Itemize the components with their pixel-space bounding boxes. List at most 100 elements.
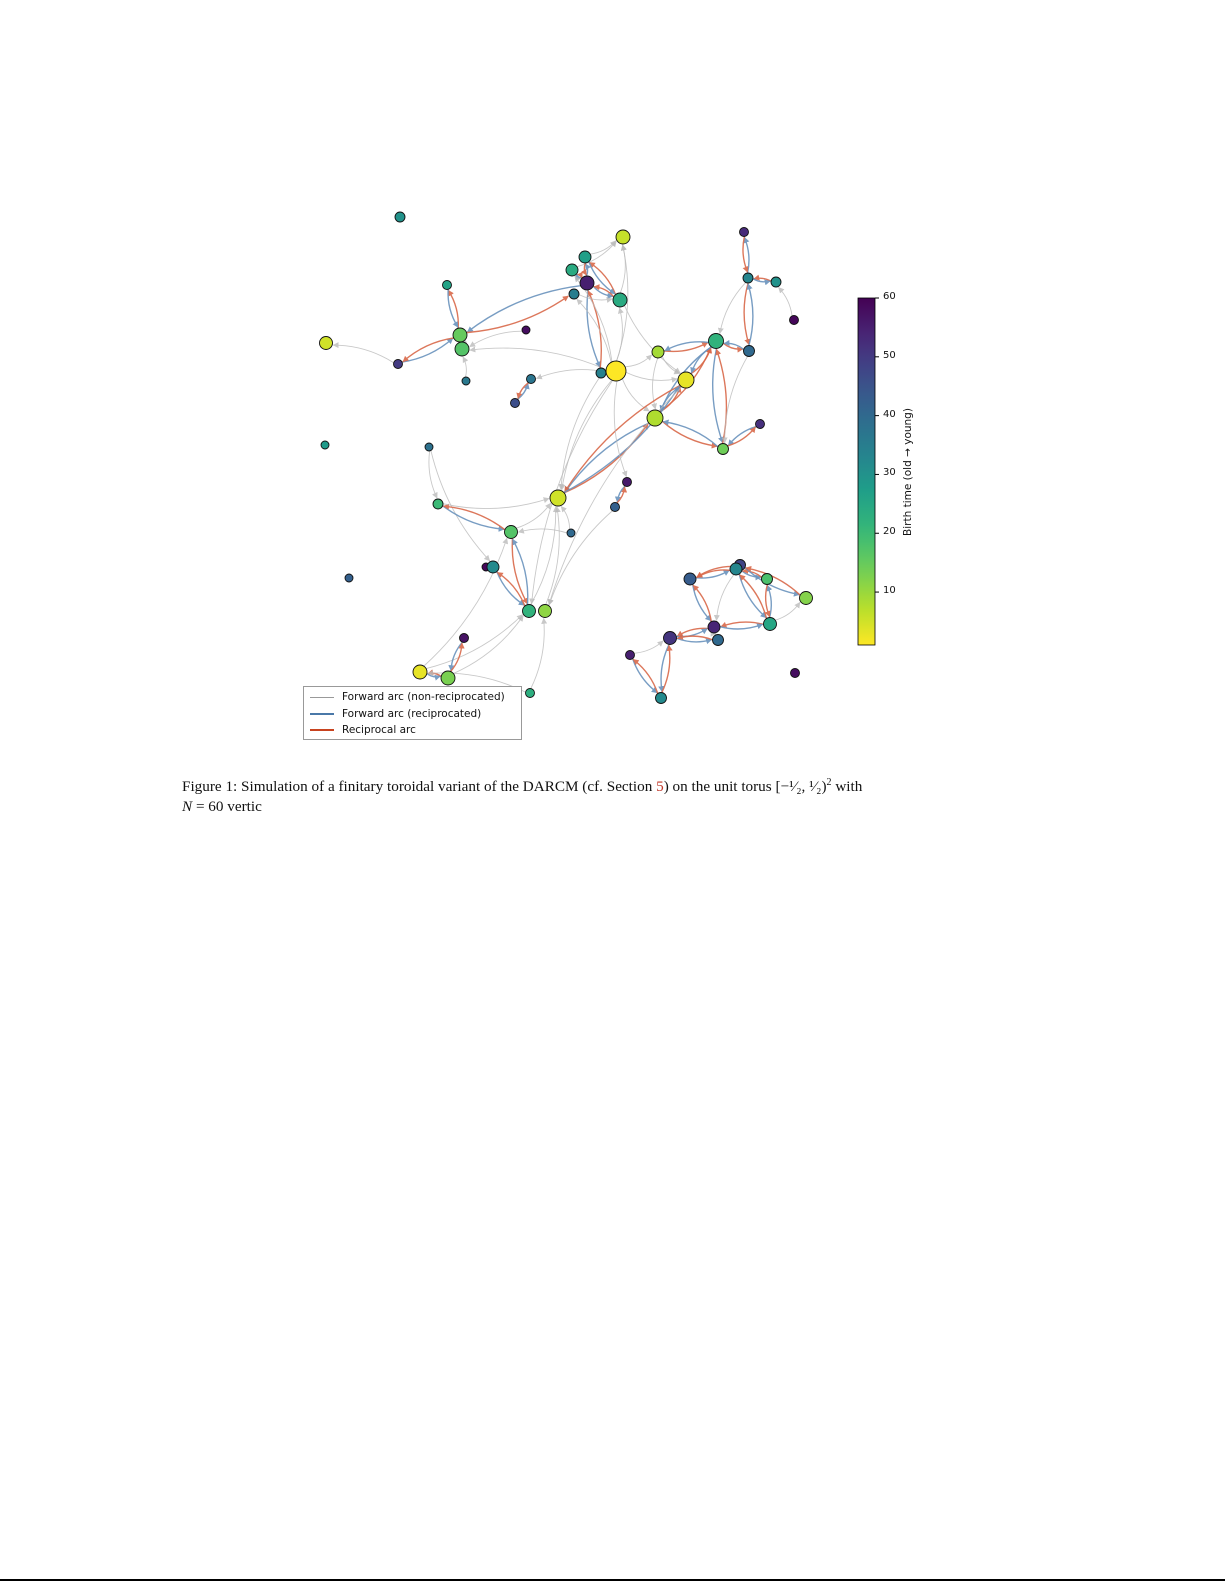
- vertex: [708, 333, 724, 349]
- edge-reciprocal: [715, 348, 728, 444]
- edge-forward-nonreciprocated: [651, 357, 659, 410]
- edge-forward-reciprocated: [695, 569, 730, 579]
- edge-reciprocal: [587, 290, 602, 369]
- legend: Forward arc (non-reciprocated) Forward a…: [303, 686, 522, 740]
- vertex: [683, 572, 697, 586]
- edge-reciprocal: [745, 565, 801, 596]
- colorbar-tick-label: 20: [883, 526, 896, 538]
- edge-forward-nonreciprocated: [462, 356, 469, 378]
- section-link[interactable]: 5: [656, 778, 664, 796]
- edge-reciprocal: [661, 644, 673, 693]
- edge-forward-reciprocated: [592, 285, 614, 299]
- edge-reciprocal: [663, 341, 709, 353]
- vertex: [770, 276, 782, 288]
- edge-reciprocal: [632, 658, 659, 694]
- edge-forward-nonreciprocated: [621, 378, 650, 412]
- vertex: [610, 502, 620, 512]
- caption-text: ) on the unit torus [−¹⁄₂, ¹⁄₂): [663, 778, 827, 796]
- edge-forward-nonreciprocated: [453, 615, 524, 674]
- edge-forward-nonreciprocated: [332, 342, 394, 364]
- edge-forward-nonreciprocated: [625, 354, 653, 368]
- edge-forward-reciprocated: [564, 422, 650, 493]
- edge-forward-nonreciprocated: [535, 369, 607, 380]
- vertex: [595, 367, 607, 379]
- vertex: [707, 620, 721, 634]
- vertex: [743, 345, 755, 357]
- vertex: [729, 562, 743, 576]
- vertex: [605, 360, 627, 382]
- edge-forward-reciprocated: [586, 289, 601, 368]
- edge-forward-reciprocated: [442, 505, 505, 532]
- vertex: [646, 409, 664, 427]
- edge-forward-nonreciprocated: [721, 356, 748, 444]
- edge-forward-reciprocated: [631, 658, 658, 694]
- edge-forward-nonreciprocated: [616, 307, 624, 362]
- legend-swatch-gray: [310, 696, 334, 698]
- edge-forward-reciprocated: [664, 341, 709, 352]
- vertex: [320, 440, 330, 450]
- edge-reciprocal: [692, 584, 713, 622]
- vertex: [486, 560, 500, 574]
- page-bottom-rule: [0, 1579, 1225, 1581]
- vertex: [651, 345, 665, 359]
- edges-layer: [332, 236, 801, 694]
- colorbar-tick-label: 50: [883, 349, 896, 361]
- edge-reciprocal: [727, 426, 756, 447]
- vertex: [424, 442, 434, 452]
- edge-forward-nonreciprocated: [430, 450, 491, 562]
- edge-forward-nonreciprocated: [425, 614, 523, 670]
- caption-text: Figure 1: Simulation of a finitary toroi…: [182, 778, 657, 796]
- edge-reciprocal: [466, 295, 569, 334]
- caption-text: with: [831, 778, 863, 796]
- edge-reciprocal: [443, 503, 506, 531]
- legend-item-forward-nonreciprocated: Forward arc (non-reciprocated): [304, 689, 521, 706]
- vertex: [412, 664, 428, 680]
- vertex: [755, 419, 765, 429]
- edge-forward-reciprocated: [676, 637, 713, 645]
- vertex: [663, 631, 677, 645]
- edge-forward-nonreciprocated: [516, 502, 552, 529]
- edge-forward-nonreciprocated: [576, 298, 612, 363]
- edge-forward-nonreciprocated: [545, 506, 561, 605]
- vertex: [525, 688, 535, 698]
- edge-reciprocal: [742, 236, 749, 273]
- edge-forward-reciprocated: [723, 339, 745, 350]
- edge-forward-nonreciprocated: [560, 505, 571, 530]
- edge-reciprocal: [676, 633, 713, 641]
- edge-forward-nonreciprocated: [634, 640, 664, 654]
- vertex: [522, 604, 536, 618]
- vertex: [538, 604, 552, 618]
- edge-forward-nonreciprocated: [778, 286, 793, 316]
- edge-forward-nonreciprocated: [613, 380, 628, 478]
- edge-reciprocal: [661, 420, 718, 449]
- legend-swatch-blue: [310, 712, 334, 715]
- vertex: [622, 477, 632, 487]
- legend-swatch-red: [310, 729, 334, 732]
- edge-reciprocal: [563, 423, 649, 494]
- edge-forward-reciprocated: [401, 337, 454, 363]
- edge-reciprocal: [743, 282, 751, 346]
- vertex: [712, 634, 724, 646]
- edge-reciprocal: [742, 567, 763, 578]
- vertex: [442, 280, 452, 290]
- vertex: [789, 315, 799, 325]
- vertex: [790, 668, 800, 678]
- vertex: [526, 374, 536, 384]
- edge-forward-reciprocated: [447, 289, 459, 328]
- edge-forward-reciprocated: [746, 283, 754, 346]
- vertex: [578, 250, 592, 264]
- edge-forward-nonreciprocated: [530, 506, 559, 605]
- edge-forward-nonreciprocated: [661, 356, 681, 375]
- vertex: [625, 650, 635, 660]
- edge-reciprocal: [764, 584, 771, 618]
- edge-forward-nonreciprocated: [775, 601, 801, 621]
- vertex: [394, 211, 406, 223]
- vertex: [461, 376, 471, 386]
- edge-forward-nonreciprocated: [548, 510, 613, 606]
- vertex: [717, 443, 729, 455]
- edge-forward-reciprocated: [584, 263, 591, 277]
- edge-forward-reciprocated: [662, 419, 719, 448]
- vertex: [510, 398, 520, 408]
- vertex: [454, 341, 470, 357]
- vertex: [319, 336, 333, 350]
